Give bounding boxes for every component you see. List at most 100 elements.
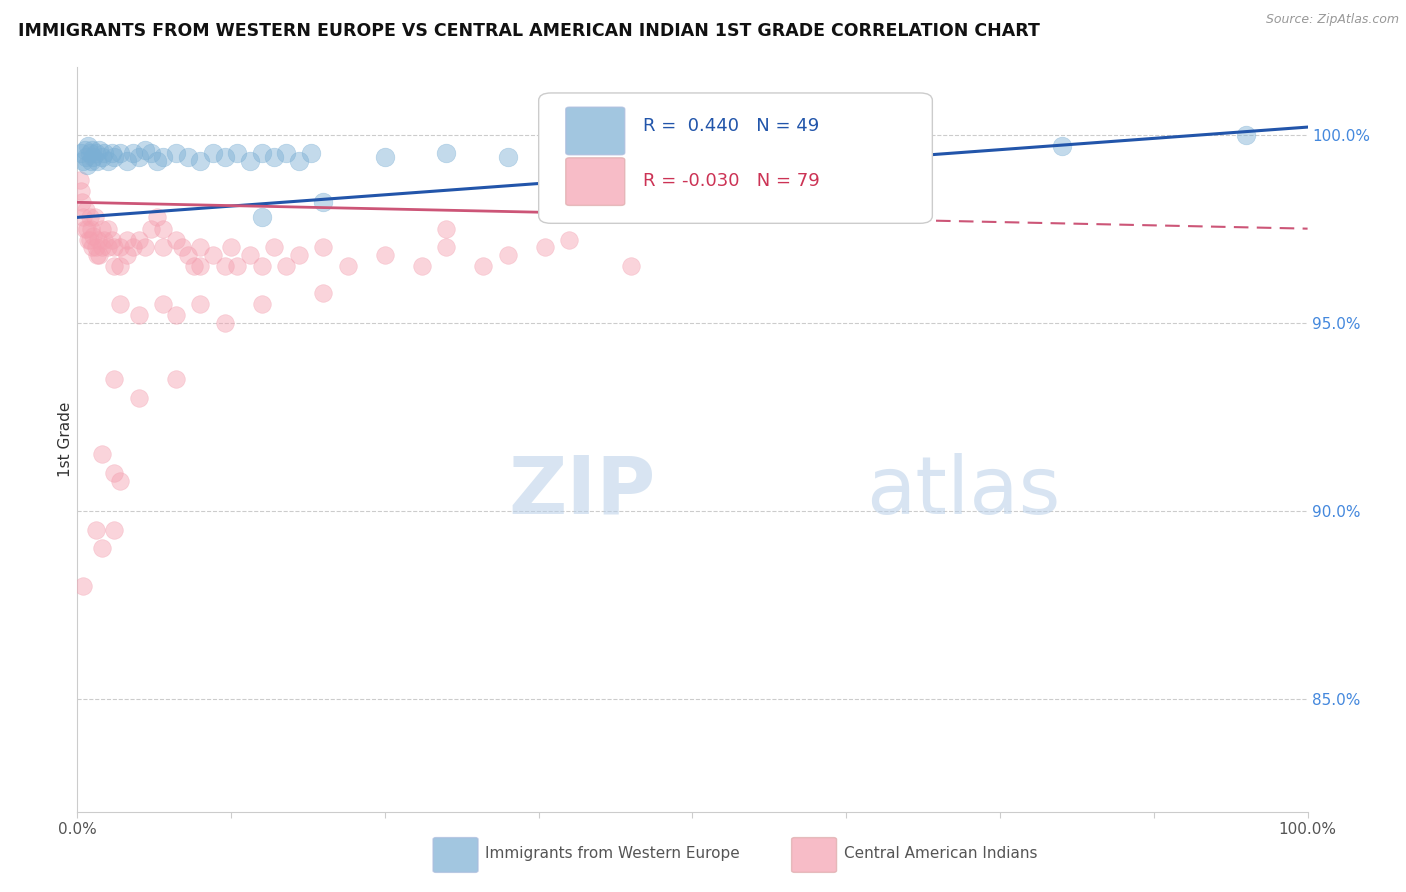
Point xyxy=(80,221,103,235)
Point xyxy=(312,285,335,300)
Point xyxy=(73,221,96,235)
Point xyxy=(201,248,224,262)
Point xyxy=(411,260,433,274)
Point xyxy=(312,240,335,254)
Point xyxy=(219,240,242,254)
Point xyxy=(226,146,249,161)
Point xyxy=(312,195,335,210)
Point xyxy=(89,143,111,157)
Point xyxy=(165,308,187,322)
Point xyxy=(250,297,273,311)
Point xyxy=(183,260,205,274)
Point xyxy=(75,202,97,217)
Point xyxy=(76,221,98,235)
Point xyxy=(263,240,285,254)
Point xyxy=(93,146,115,161)
Point xyxy=(70,195,93,210)
Point xyxy=(165,146,187,161)
Point xyxy=(337,260,360,274)
Point xyxy=(115,153,138,168)
Point xyxy=(79,233,101,247)
Point xyxy=(170,240,193,254)
Point xyxy=(76,158,98,172)
Point xyxy=(239,153,262,168)
Point xyxy=(620,260,643,274)
Point xyxy=(103,523,125,537)
FancyBboxPatch shape xyxy=(565,158,624,205)
Point xyxy=(83,211,105,225)
Point xyxy=(558,146,581,161)
Point xyxy=(436,221,458,235)
Point xyxy=(75,150,97,164)
Point xyxy=(165,372,187,386)
Point xyxy=(82,240,104,254)
Point xyxy=(79,146,101,161)
Point xyxy=(128,233,150,247)
Point xyxy=(226,260,249,274)
Point xyxy=(73,143,96,157)
Point xyxy=(146,211,169,225)
Point xyxy=(86,153,108,168)
Point xyxy=(1050,139,1073,153)
Point xyxy=(110,260,132,274)
Point xyxy=(69,173,91,187)
Point xyxy=(128,391,150,405)
Point xyxy=(103,466,125,480)
Point xyxy=(103,150,125,164)
Point xyxy=(214,260,236,274)
Point xyxy=(72,211,94,225)
Point xyxy=(97,240,120,254)
Point xyxy=(101,233,124,247)
Point xyxy=(472,260,495,274)
Point xyxy=(89,248,111,262)
Point xyxy=(110,474,132,488)
Point xyxy=(190,297,212,311)
Point xyxy=(70,146,93,161)
Point xyxy=(134,143,156,157)
Point xyxy=(558,233,581,247)
Point xyxy=(152,150,174,164)
Point xyxy=(97,221,120,235)
Point xyxy=(128,150,150,164)
FancyBboxPatch shape xyxy=(538,93,932,223)
Point xyxy=(90,150,114,164)
Point xyxy=(214,316,236,330)
Point xyxy=(496,150,519,164)
Point xyxy=(90,221,114,235)
Point xyxy=(165,233,187,247)
Point xyxy=(86,248,108,262)
Point xyxy=(866,143,889,157)
Point xyxy=(1234,128,1257,142)
Point xyxy=(79,211,101,225)
Point xyxy=(84,146,107,161)
Point xyxy=(214,150,236,164)
Point xyxy=(190,153,212,168)
Point xyxy=(84,240,107,254)
Point xyxy=(93,233,115,247)
Point xyxy=(77,139,100,153)
Point xyxy=(72,153,94,168)
Y-axis label: 1st Grade: 1st Grade xyxy=(58,401,73,477)
Point xyxy=(103,240,125,254)
Point xyxy=(201,146,224,161)
Point xyxy=(77,233,100,247)
Point xyxy=(115,233,138,247)
Point xyxy=(534,240,557,254)
Point xyxy=(177,248,200,262)
Point xyxy=(250,146,273,161)
Text: IMMIGRANTS FROM WESTERN EUROPE VS CENTRAL AMERICAN INDIAN 1ST GRADE CORRELATION : IMMIGRANTS FROM WESTERN EUROPE VS CENTRA… xyxy=(18,22,1040,40)
Point xyxy=(276,260,298,274)
Point xyxy=(276,146,298,161)
Point xyxy=(121,146,143,161)
Text: Immigrants from Western Europe: Immigrants from Western Europe xyxy=(485,847,740,861)
Point xyxy=(152,297,174,311)
Point xyxy=(146,153,169,168)
Point xyxy=(263,150,285,164)
Point xyxy=(152,221,174,235)
Point xyxy=(97,153,120,168)
FancyBboxPatch shape xyxy=(565,107,624,155)
Point xyxy=(110,240,132,254)
Text: R = -0.030   N = 79: R = -0.030 N = 79 xyxy=(644,172,820,190)
Point xyxy=(115,248,138,262)
Point xyxy=(374,150,396,164)
